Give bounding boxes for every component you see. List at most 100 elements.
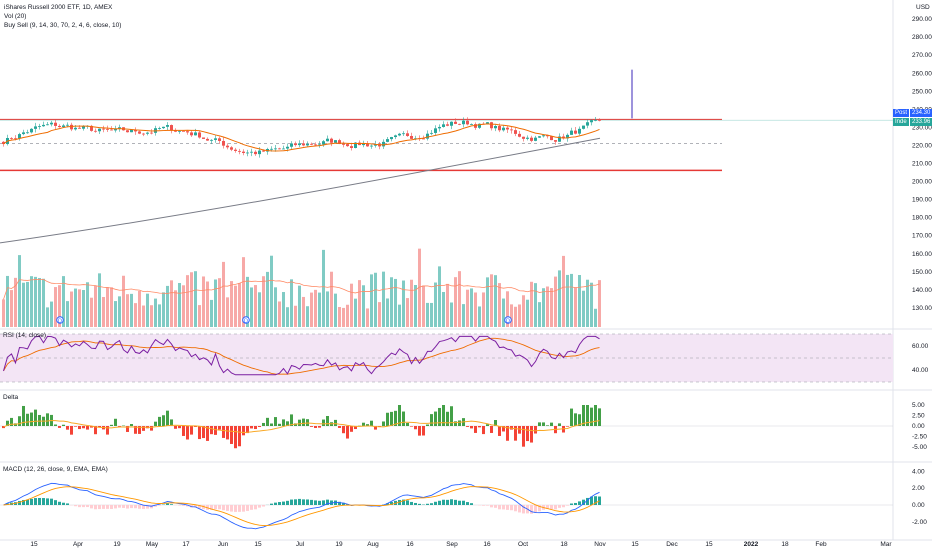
rsi-pane-label[interactable]: RSI (14, close)	[3, 332, 46, 339]
time-axis-label: 18	[560, 541, 568, 548]
volume-bar	[534, 283, 537, 327]
delta-bar	[138, 426, 141, 434]
symbol-title[interactable]: iShares Russell 2000 ETF, 1D, AMEX	[4, 4, 113, 11]
delta-bar	[210, 426, 213, 435]
macd-histogram-bar	[290, 499, 293, 505]
delta-bar	[434, 411, 437, 426]
candle-body	[78, 127, 81, 129]
delta-bar	[242, 426, 245, 436]
macd-histogram-bar	[66, 503, 69, 505]
macd-histogram-bar	[74, 505, 77, 507]
delta-bar	[110, 424, 113, 426]
candle-body	[422, 138, 425, 140]
volume-average-line	[3, 278, 600, 300]
macd-histogram-bar	[330, 500, 333, 505]
volume-bar	[434, 282, 437, 327]
macd-histogram-bar	[182, 505, 185, 506]
time-axis-label: Feb	[815, 541, 827, 548]
macd-histogram-bar	[334, 500, 337, 505]
macd-histogram-bar	[314, 500, 317, 505]
time-axis-label: 15	[30, 541, 38, 548]
volume-bar	[382, 271, 385, 327]
candle-body	[26, 132, 29, 134]
macd-histogram-bar	[50, 498, 53, 505]
volume-bar	[442, 291, 445, 327]
delta-bar	[318, 426, 321, 428]
candle-body	[570, 130, 573, 135]
delta-bar	[214, 426, 217, 435]
candle-body	[546, 135, 549, 137]
delta-tick-label: 0.00	[912, 423, 925, 430]
macd-histogram-bar	[530, 505, 533, 514]
macd-histogram-bar	[178, 505, 181, 506]
volume-bar	[258, 292, 261, 327]
macd-histogram-bar	[198, 505, 201, 509]
delta-bar	[86, 426, 89, 430]
macd-histogram-bar	[218, 505, 221, 510]
macd-histogram-bar	[134, 505, 137, 509]
macd-histogram-bar	[318, 500, 321, 505]
macd-histogram-bar	[226, 505, 229, 511]
volume-bar	[466, 289, 469, 327]
macd-histogram-bar	[554, 505, 557, 510]
volume-bar	[550, 288, 553, 327]
time-axis-label: 17	[182, 541, 190, 548]
volume-bar	[454, 277, 457, 327]
volume-bar	[514, 306, 517, 327]
candle-body	[318, 144, 321, 146]
macd-pane-label[interactable]: MACD (12, 26, close, 9, EMA, EMA)	[3, 466, 108, 473]
macd-histogram-bar	[278, 502, 281, 505]
volume-bar	[354, 298, 357, 327]
volume-bar	[430, 302, 433, 327]
delta-bar	[586, 405, 589, 426]
macd-tick-label: 4.00	[912, 468, 925, 475]
macd-histogram-bar	[194, 505, 197, 508]
macd-histogram-bar	[558, 505, 561, 508]
price-tick-label: 140.00	[912, 287, 932, 294]
delta-bar	[246, 426, 249, 434]
delta-bar	[566, 426, 569, 427]
time-axis-label: Jun	[218, 541, 229, 548]
time-axis-label: Mar	[880, 541, 892, 548]
time-axis-label: Nov	[594, 541, 606, 548]
price-tick-label: 200.00	[912, 179, 932, 186]
post-price-value: 234.30	[910, 109, 932, 117]
candle-body	[46, 124, 49, 126]
delta-pane-label[interactable]: Delta	[3, 394, 19, 401]
volume-bar	[502, 298, 505, 327]
volume-bar	[370, 274, 373, 327]
macd-histogram-bar	[42, 498, 45, 505]
delta-bar	[126, 426, 129, 432]
delta-bar	[178, 426, 181, 429]
candle-body	[98, 128, 101, 132]
candle-body	[162, 126, 165, 129]
volume-bar	[190, 272, 193, 327]
candle-body	[362, 143, 365, 146]
candle-body	[398, 133, 401, 136]
delta-bar	[78, 426, 81, 430]
candle-body	[158, 128, 161, 129]
candle-body	[378, 144, 381, 147]
candle-body	[290, 143, 293, 147]
candle-body	[106, 128, 109, 130]
delta-bar	[26, 413, 29, 426]
volume-bar	[102, 296, 105, 327]
volume-bar	[294, 305, 297, 327]
buysell-legend[interactable]: Buy Sell (9, 14, 30, 70, 2, 4, 6, close,…	[4, 22, 122, 29]
candle-body	[322, 141, 325, 145]
volume-bar	[50, 301, 53, 327]
volume-bar	[518, 304, 521, 327]
volume-bar	[34, 276, 37, 327]
candle-body	[90, 125, 93, 131]
candle-body	[586, 122, 589, 126]
candle-body	[594, 119, 597, 121]
delta-bar	[218, 426, 221, 430]
time-axis-label: Dec	[666, 541, 678, 548]
volume-bar	[254, 285, 257, 327]
macd-histogram-bar	[494, 505, 497, 508]
volume-legend[interactable]: Vol (20)	[4, 13, 27, 20]
delta-bar	[590, 407, 593, 426]
delta-bar	[98, 426, 101, 428]
macd-histogram-bar	[286, 500, 289, 505]
